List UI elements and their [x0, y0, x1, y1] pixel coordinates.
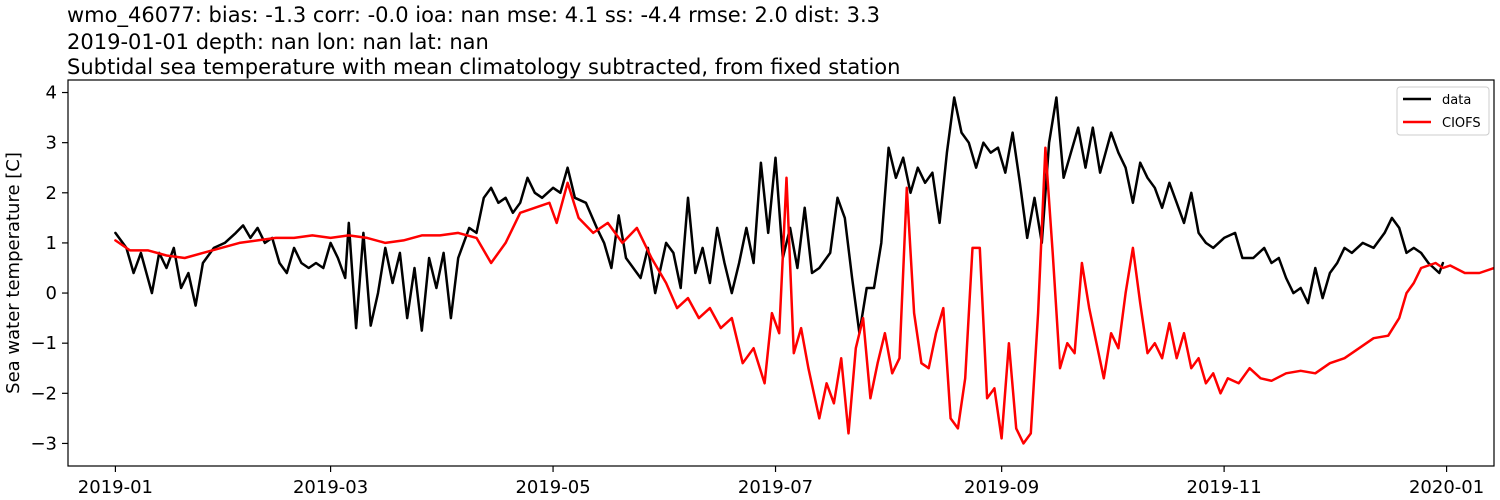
- series-line-data: [114, 96, 1445, 335]
- y-tick-label: −3: [30, 433, 57, 454]
- y-axis: 4 3 2 1 0 −1 −2 −3: [30, 83, 68, 454]
- y-axis-label: Sea water temperature [C]: [3, 152, 24, 394]
- y-tick-label: 3: [46, 133, 57, 154]
- y-tick-label: 4: [46, 83, 57, 104]
- x-tick-label: 2019-05: [515, 477, 590, 498]
- y-tick-label: 1: [46, 233, 57, 254]
- x-tick-label: 2019-01: [78, 477, 153, 498]
- y-tick-label: −1: [30, 333, 57, 354]
- x-tick-label: 2020-01: [1409, 477, 1484, 498]
- x-tick-label: 2019-03: [293, 477, 368, 498]
- y-tick-label: 2: [46, 183, 57, 204]
- legend: data CIOFS: [1396, 86, 1490, 136]
- legend-label-data: data: [1442, 93, 1471, 108]
- x-tick-label: 2019-11: [1187, 477, 1262, 498]
- series-layer: [114, 96, 1494, 445]
- chart-subtitle-description: Subtidal sea temperature with mean clima…: [67, 55, 901, 79]
- x-axis: 2019-01 2019-03 2019-05 2019-07 2019-09 2019-…: [78, 466, 1484, 498]
- series-line-ciofs: [114, 146, 1494, 445]
- chart-title: wmo_46077: bias: -1.3 corr: -0.0 ioa: na…: [67, 3, 881, 27]
- legend-label-ciofs: CIOFS: [1442, 116, 1481, 131]
- y-tick-label: 0: [46, 283, 57, 304]
- x-tick-label: 2019-07: [738, 477, 813, 498]
- x-tick-label: 2019-09: [964, 477, 1039, 498]
- y-tick-label: −2: [30, 383, 57, 404]
- plot-frame: [67, 79, 1495, 467]
- chart-subtitle-date: 2019-01-01 depth: nan lon: nan lat: nan: [67, 30, 489, 54]
